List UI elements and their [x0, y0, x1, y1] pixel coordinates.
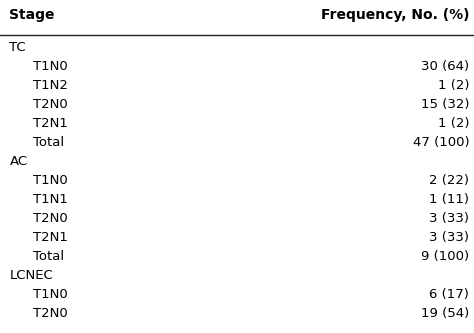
Text: Total: Total: [33, 136, 64, 149]
Text: T1N0: T1N0: [33, 60, 68, 73]
Text: 1 (11): 1 (11): [429, 192, 469, 206]
Text: Frequency, No. (%): Frequency, No. (%): [321, 8, 469, 22]
Text: LCNEC: LCNEC: [9, 268, 53, 282]
Text: Stage: Stage: [9, 8, 55, 22]
Text: 2 (22): 2 (22): [429, 173, 469, 187]
Text: 15 (32): 15 (32): [421, 98, 469, 111]
Text: T1N0: T1N0: [33, 287, 68, 301]
Text: TC: TC: [9, 41, 26, 54]
Text: T2N0: T2N0: [33, 211, 68, 225]
Text: 6 (17): 6 (17): [429, 287, 469, 301]
Text: 47 (100): 47 (100): [413, 136, 469, 149]
Text: 30 (64): 30 (64): [421, 60, 469, 73]
Text: Total: Total: [33, 249, 64, 263]
Text: T2N0: T2N0: [33, 306, 68, 320]
Text: T1N0: T1N0: [33, 173, 68, 187]
Text: 1 (2): 1 (2): [438, 117, 469, 130]
Text: 3 (33): 3 (33): [429, 211, 469, 225]
Text: 9 (100): 9 (100): [421, 249, 469, 263]
Text: 1 (2): 1 (2): [438, 79, 469, 92]
Text: 19 (54): 19 (54): [421, 306, 469, 320]
Text: 3 (33): 3 (33): [429, 230, 469, 244]
Text: T1N1: T1N1: [33, 192, 68, 206]
Text: AC: AC: [9, 155, 27, 168]
Text: T2N1: T2N1: [33, 117, 68, 130]
Text: T2N0: T2N0: [33, 98, 68, 111]
Text: T1N2: T1N2: [33, 79, 68, 92]
Text: T2N1: T2N1: [33, 230, 68, 244]
